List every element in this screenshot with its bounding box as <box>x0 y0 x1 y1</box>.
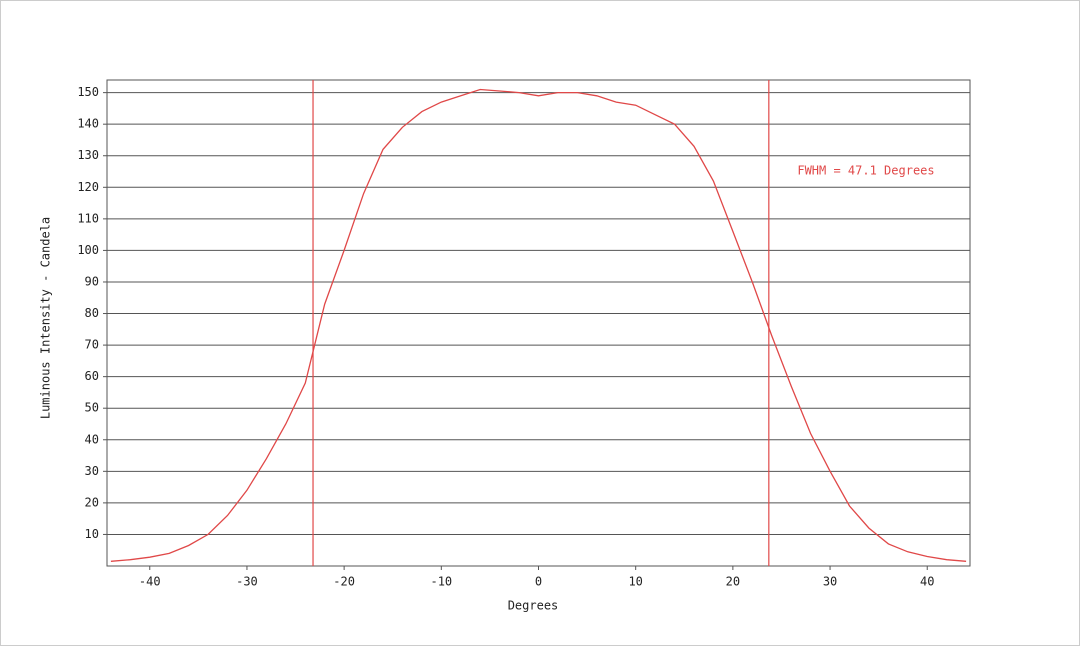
x-tick-label: -30 <box>236 575 258 589</box>
plot-area <box>106 79 971 567</box>
x-tick-label: 10 <box>628 575 642 589</box>
y-tick-label: 110 <box>77 211 99 225</box>
y-tick-label: 70 <box>85 338 99 352</box>
y-tick-label: 40 <box>85 432 99 446</box>
y-tick-label: 60 <box>85 369 99 383</box>
x-tick-label: 0 <box>535 575 542 589</box>
x-axis-label: Degrees <box>508 599 559 613</box>
intensity-curve <box>110 88 967 562</box>
x-tick-label: -20 <box>333 575 355 589</box>
y-tick-label: 140 <box>77 117 99 131</box>
x-tick-label: -10 <box>430 575 452 589</box>
y-tick-label: 150 <box>77 85 99 99</box>
y-axis-label: Luminous Intensity - Candela <box>39 217 53 419</box>
y-tick-label: 100 <box>77 243 99 257</box>
x-tick-label: 20 <box>726 575 740 589</box>
y-tick-label: 30 <box>85 464 99 478</box>
x-tick-label: 30 <box>823 575 837 589</box>
annotation: FWHM = 47.1 Degrees <box>797 164 934 178</box>
y-tick-label: 120 <box>77 180 99 194</box>
y-tick-label: 90 <box>85 274 99 288</box>
x-tick-label: -40 <box>139 575 161 589</box>
y-tick-label: 80 <box>85 306 99 320</box>
x-tick-label: 40 <box>920 575 934 589</box>
y-tick-label: 20 <box>85 495 99 509</box>
y-tick-label: 50 <box>85 401 99 415</box>
y-tick-label: 10 <box>85 527 99 541</box>
y-tick-label: 130 <box>77 148 99 162</box>
